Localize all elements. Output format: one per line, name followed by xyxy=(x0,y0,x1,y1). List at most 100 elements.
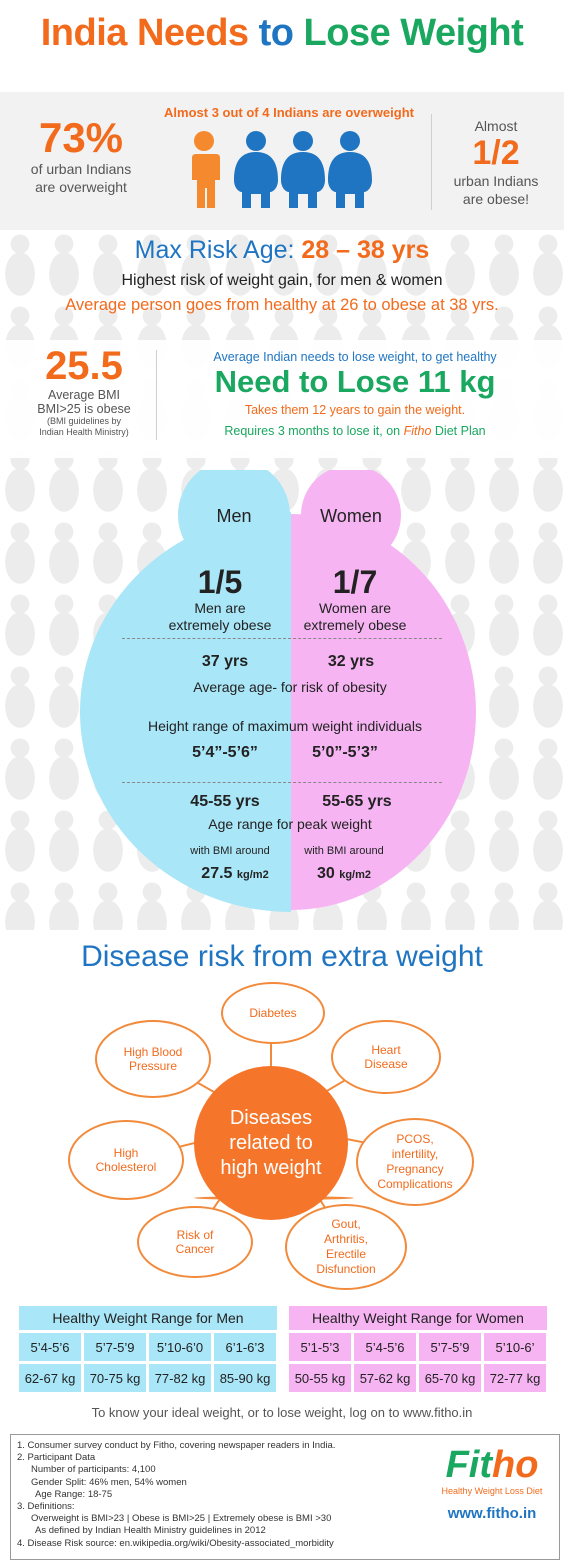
women-frac-text2: extremely obese xyxy=(303,617,407,633)
lose-weight-band xyxy=(0,340,564,458)
fitho-url-link[interactable]: www.fitho.in xyxy=(447,1505,537,1522)
disease-cancer: Risk of Cancer xyxy=(137,1206,253,1278)
dashed-divider xyxy=(122,782,442,783)
women-bmi: 30 kg/m2 xyxy=(284,865,404,883)
women-height: 5’0”-5’3” xyxy=(312,744,378,761)
women-kg-cell: 72-77 kg xyxy=(484,1364,546,1392)
men-height-cell: 5’10-6’0 xyxy=(149,1333,211,1361)
women-height-cell: 5’7-5’9 xyxy=(419,1333,481,1361)
divider xyxy=(431,114,432,210)
disease-heart: Heart Disease xyxy=(331,1020,441,1094)
bmi-value: 25.5 xyxy=(45,344,123,388)
disease-gout-line3: Erectile xyxy=(325,1247,366,1261)
obese-text1: urban Indians xyxy=(453,173,539,189)
women-kg-cell: 50-55 kg xyxy=(289,1364,351,1392)
men-kg-row: 62-67 kg 70-75 kg 77-82 kg 85-90 kg xyxy=(19,1364,276,1392)
men-height-cell: 6’1-6’3 xyxy=(214,1333,276,1361)
men-bmi-value: 27.5 xyxy=(201,865,233,882)
women-height-row: 5’1-5’3 5’4-5’6 5’7-5’9 5’10-6’ xyxy=(289,1333,546,1361)
logo-part2: ho xyxy=(492,1444,539,1486)
people-icons xyxy=(192,131,372,208)
disease-title: Disease risk from extra weight xyxy=(81,940,483,973)
person-icon-blue-2 xyxy=(281,131,325,208)
footnotes-box: 1. Consumer survey conduct by Fitho, cov… xyxy=(10,1434,560,1560)
men-height-row: 5’4-5’6 5’7-5’9 5’10-6’0 6’1-6’3 xyxy=(19,1333,276,1361)
disease-cholesterol: High Cholesterol xyxy=(68,1120,184,1200)
lose-req-pre: Requires 3 months to lose it, on xyxy=(224,424,401,438)
women-peak-age: 55-65 yrs xyxy=(322,793,392,810)
men-height-cell: 5’4-5’6 xyxy=(19,1333,81,1361)
footnote: Overweight is BMI>23 | Obese is BMI>25 |… xyxy=(31,1513,332,1525)
men-bmi: 27.5 kg/m2 xyxy=(170,865,300,883)
peak-caption: Age range for peak weight xyxy=(208,816,372,832)
men-fraction: 1/5 xyxy=(197,564,243,600)
overweight-stats-band xyxy=(0,92,564,230)
risk-age-label: Max Risk Age: xyxy=(134,236,295,264)
height-caption: Height range of maximum weight individua… xyxy=(148,718,422,734)
men-body-shape xyxy=(80,512,291,912)
disease-center-line2: related to xyxy=(229,1131,313,1154)
disease-gout: Gout, Arthritis, Erectile Disfunction xyxy=(285,1204,407,1290)
disease-blood-pressure: High Blood Pressure xyxy=(95,1020,211,1098)
page-title: India Needs to Lose Weight xyxy=(0,12,564,55)
person-icon-orange xyxy=(192,131,220,208)
disease-cholesterol-line2: Cholesterol xyxy=(95,1160,157,1174)
lose-req-post: Diet Plan xyxy=(434,424,486,438)
risk-age: Max Risk Age: 28 – 38 yrs xyxy=(0,236,564,265)
women-fraction: 1/7 xyxy=(332,564,378,600)
bmi-note1: (BMI guidelines by xyxy=(46,416,122,426)
footnote: 4. Disease Risk source: en.wikipedia.org… xyxy=(17,1537,334,1549)
disease-center-line1: Diseases xyxy=(229,1106,313,1129)
men-height: 5’4”-5’6” xyxy=(192,744,258,761)
gender-comparison-graphic xyxy=(80,470,476,912)
title-part1: India Needs xyxy=(40,12,249,54)
lose-requirement: Requires 3 months to lose it, on Fitho D… xyxy=(160,424,550,438)
footnote: Gender Split: 46% men, 54% women xyxy=(31,1476,187,1488)
bmi-text1: Average BMI xyxy=(47,388,121,402)
women-weight-table: Healthy Weight Range for Women 5’1-5’3 5… xyxy=(286,1306,550,1395)
divider xyxy=(156,350,157,440)
footnote: 2. Participant Data xyxy=(17,1452,96,1464)
disease-pcos: PCOS, infertility, Pregnancy Complicatio… xyxy=(356,1118,474,1206)
disease-heart-line1: Heart xyxy=(371,1043,401,1057)
disease-center-circle: Diseases related to high weight xyxy=(194,1066,348,1220)
person-icon-blue-1 xyxy=(234,131,278,208)
women-label: Women xyxy=(320,506,382,526)
women-height-cell: 5’1-5’3 xyxy=(289,1333,351,1361)
men-avg-age: 37 yrs xyxy=(201,653,249,670)
bmi-text2: BMI>25 is obese xyxy=(37,402,131,416)
footnote: Number of participants: 4,100 xyxy=(31,1464,156,1476)
men-weight-grid: 5’4-5’6 5’7-5’9 5’10-6’0 6’1-6’3 62-67 k… xyxy=(16,1330,279,1395)
men-peak-age: 45-55 yrs xyxy=(190,793,260,810)
men-kg-cell: 70-75 kg xyxy=(84,1364,146,1392)
overweight-headline: Almost 3 out of 4 Indians are overweight xyxy=(164,105,414,120)
men-bmi-around: with BMI around xyxy=(190,845,270,857)
logo-tagline: Healthy Weight Loss Diet xyxy=(441,1486,543,1496)
men-weight-table: Healthy Weight Range for Men 5’4-5’6 5’7… xyxy=(16,1306,280,1395)
disease-gout-line4: Disfunction xyxy=(316,1262,376,1276)
obese-pre: Almost xyxy=(474,118,518,134)
men-height-cell: 5’7-5’9 xyxy=(84,1333,146,1361)
obese-fraction: 1/2 xyxy=(472,134,520,172)
fitho-logo[interactable]: Fitho Healthy Weight Loss Diet www.fitho… xyxy=(429,1445,555,1523)
men-frac-block: 1/5 Men are extremely obese xyxy=(150,564,290,634)
obese-text2: are obese! xyxy=(462,191,530,207)
men-kg-cell: 62-67 kg xyxy=(19,1364,81,1392)
women-bmi-unit: kg/m2 xyxy=(339,869,372,881)
women-avg-age: 32 yrs xyxy=(327,653,375,670)
risk-age-value: 28 – 38 yrs xyxy=(301,236,430,264)
footnote: As defined by Indian Health Ministry gui… xyxy=(35,1525,266,1537)
disease-center-line3: high weight xyxy=(220,1156,322,1179)
disease-pcos-line2: infertility, xyxy=(391,1147,439,1161)
women-height-cell: 5’4-5’6 xyxy=(354,1333,416,1361)
men-label: Men xyxy=(216,506,252,526)
men-bmi-unit: kg/m2 xyxy=(236,869,269,881)
overweight-text2: are overweight xyxy=(35,179,127,195)
risk-line2: Average person goes from healthy at 26 t… xyxy=(65,296,499,314)
women-frac-text1: Women are xyxy=(318,600,392,616)
disease-pcos-line4: Complications xyxy=(377,1177,453,1191)
bmi-note2: Indian Health Ministry) xyxy=(39,427,129,437)
logo-part1: Fit xyxy=(445,1444,492,1486)
person-icon-blue-3 xyxy=(328,131,372,208)
women-frac-block: 1/7 Women are extremely obese xyxy=(290,564,420,634)
